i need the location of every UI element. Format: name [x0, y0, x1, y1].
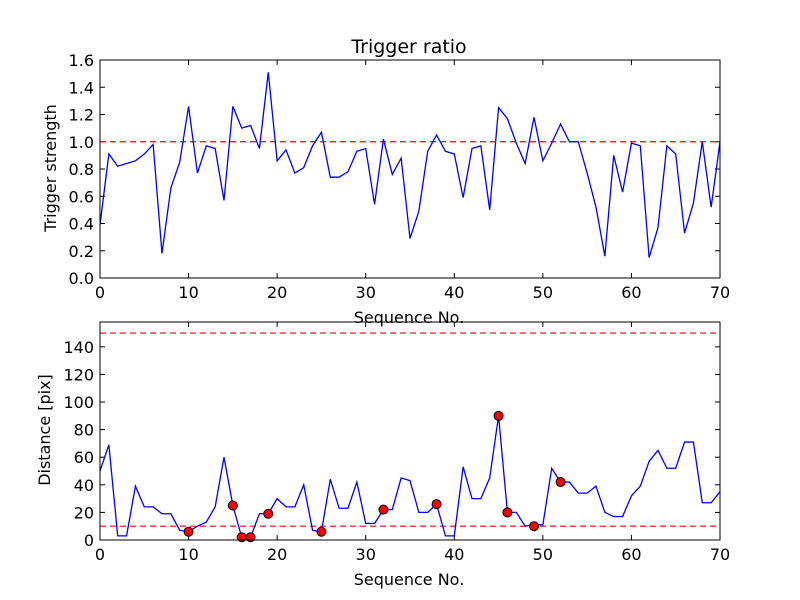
plot-marks — [99, 332, 721, 543]
distance-chart: Sequence No. Distance [pix] 0 10 20 30 40 50 6… — [35, 321, 730, 589]
plot-marks — [99, 72, 721, 258]
x-tick-label: 50 — [533, 545, 553, 564]
trigger-ratio-chart: Trigger ratio Sequence No. Trigger stren… — [41, 36, 730, 327]
x-tick-label: 0 — [95, 545, 105, 564]
x-tick-label: 50 — [533, 283, 553, 302]
series-line — [99, 72, 721, 258]
data-point — [431, 499, 442, 510]
x-axis-label: Sequence No. — [354, 570, 465, 589]
y-tick-label: 0.0 — [69, 269, 94, 288]
tick-group: 0 10 20 30 40 50 60 70 0 20 40 60 80 100 120 140 — [63, 322, 730, 564]
x-tick-label: 20 — [267, 545, 287, 564]
x-axis-label: Sequence No. — [354, 308, 465, 327]
x-tick-label: 30 — [356, 545, 376, 564]
plot-frame — [99, 59, 721, 279]
x-tick-label: 10 — [178, 283, 198, 302]
y-tick-label: 140 — [63, 338, 94, 357]
data-point — [529, 521, 539, 532]
y-tick-label: 1.0 — [69, 133, 94, 152]
y-tick-label: 60 — [74, 448, 94, 467]
data-point — [555, 477, 566, 488]
y-tick-label: 1.4 — [69, 78, 94, 97]
plot-frame — [99, 321, 721, 541]
data-point — [502, 507, 513, 518]
data-point — [316, 526, 327, 537]
data-point — [493, 410, 504, 421]
y-tick-label: 40 — [74, 476, 94, 495]
data-point — [263, 508, 274, 519]
y-tick-label: 100 — [63, 393, 94, 412]
x-tick-label: 60 — [621, 545, 641, 564]
x-tick-label: 0 — [95, 283, 105, 302]
y-axis-label: Distance [pix] — [35, 374, 54, 486]
y-axis-label: Trigger strength — [41, 104, 60, 233]
y-tick-label: 0.6 — [69, 187, 94, 206]
chart-title: Trigger ratio — [350, 36, 466, 58]
y-tick-label: 0 — [84, 531, 94, 550]
y-tick-label: 0.4 — [69, 215, 94, 234]
y-tick-label: 1.6 — [69, 51, 94, 70]
series-line — [99, 415, 721, 538]
y-tick-label: 80 — [74, 421, 94, 440]
x-tick-label: 70 — [710, 545, 730, 564]
data-point — [378, 504, 389, 515]
y-tick-label: 20 — [74, 503, 94, 522]
x-tick-label: 40 — [444, 545, 464, 564]
x-tick-label: 20 — [267, 283, 287, 302]
y-tick-label: 1.2 — [69, 106, 94, 125]
x-tick-label: 30 — [356, 283, 376, 302]
y-tick-label: 0.8 — [69, 160, 94, 179]
y-tick-label: 120 — [63, 365, 94, 384]
y-tick-label: 0.2 — [69, 242, 94, 261]
data-point — [245, 532, 256, 543]
x-tick-label: 40 — [444, 283, 464, 302]
x-tick-label: 60 — [621, 283, 641, 302]
tick-group: 0 10 20 30 40 50 60 70 0.0 0.2 0.4 0.6 0.8 1.0 1.2 1.4 1… — [69, 51, 731, 302]
data-point — [183, 526, 194, 537]
data-point — [227, 500, 238, 511]
x-tick-label: 70 — [710, 283, 730, 302]
x-tick-label: 10 — [178, 545, 198, 564]
